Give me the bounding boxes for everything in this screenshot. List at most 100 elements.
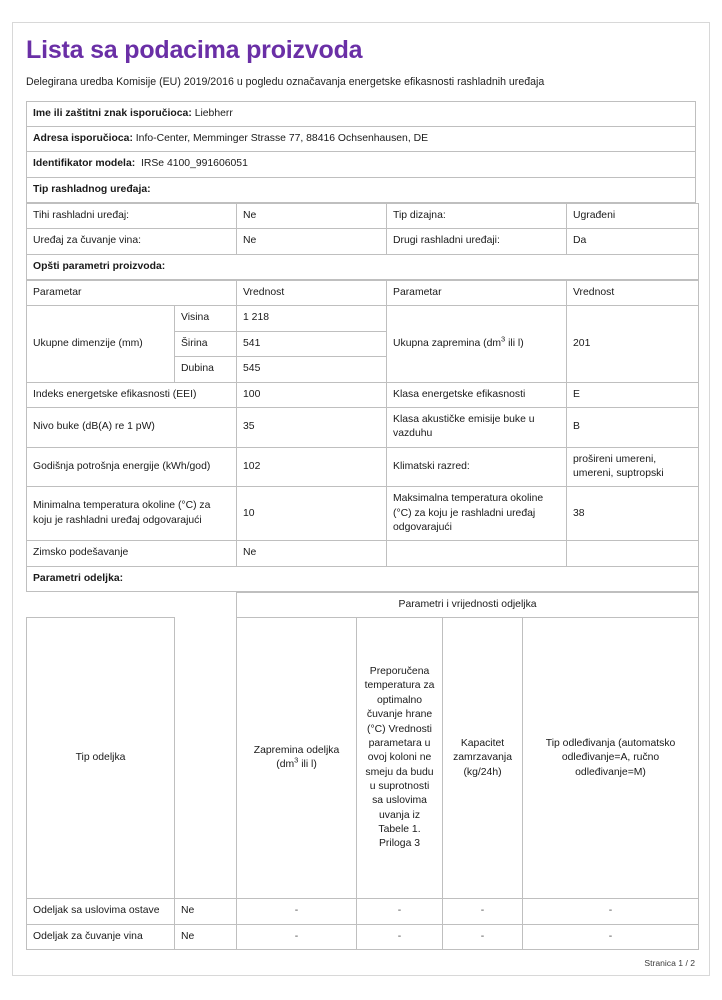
table-row: Odeljak sa uslovima ostave Ne - - - -: [26, 898, 700, 925]
appliance-type-table: Tihi rashladni uređaj: Ne Tip dizajna: U…: [26, 202, 699, 281]
winter-setting-value: Ne: [236, 540, 388, 567]
max-ambient-temp-value: 38: [566, 486, 700, 542]
design-type-value: Ugrađeni: [566, 202, 699, 230]
climate-class-label: Klimatski razred:: [386, 446, 568, 488]
compartment-group-empty: [26, 592, 238, 618]
compartment-type-wine: Odeljak za čuvanje vina: [26, 923, 175, 951]
climate-class-value: prošireni umereni, umereni, suptropski: [566, 446, 700, 488]
noise-class-value: B: [566, 406, 700, 448]
compartment-defrost-type-header: Tip odleđivanja (automatsko odleđivanje=…: [522, 617, 700, 900]
table-row-address: Adresa isporučioca: Info-Center, Memming…: [26, 125, 696, 153]
compartment-temperature-header: Preporučena temperatura za optimalno čuv…: [356, 617, 444, 900]
compartment-freezing-capacity-header: Kapacitet zamrzavanja (kg/24h): [442, 617, 524, 900]
other-appliance-label: Drugi rashladni uređaji:: [386, 228, 567, 255]
annual-energy-label: Godišnja potrošnja energije (kWh/god): [25, 446, 238, 488]
compartment-volume-header-post: ili l): [298, 759, 317, 771]
other-appliance-value: Da: [566, 228, 699, 255]
section-header-appliance-type: Tip rashladnog uređaja:: [26, 176, 696, 203]
header-value-1: Vrednost: [236, 280, 388, 307]
winter-setting-empty-1: [386, 540, 568, 567]
total-volume-value: 201: [566, 305, 700, 383]
page-footer: Stranica 1 / 2: [644, 958, 695, 968]
annual-energy-value: 102: [236, 446, 388, 488]
max-ambient-temp-label: Maksimalna temperatura okoline (°C) za k…: [386, 486, 568, 542]
general-parameters-table: Parametar Vrednost Parametar Vrednost Uk…: [25, 280, 700, 593]
compartment-present-pantry: Ne: [173, 898, 238, 925]
wine-storage-value: Ne: [236, 228, 387, 255]
noise-level-label: Nivo buke (dB(A) re 1 pW): [25, 406, 238, 448]
compartment-freezing-capacity-wine: -: [442, 923, 524, 951]
model-identifier-value: IRSe 4100_991606051: [140, 158, 248, 170]
low-noise-label: Tihi rashladni uređaj:: [26, 202, 237, 230]
document-subtitle: Delegirana uredba Komisije (EU) 2019/201…: [26, 76, 545, 89]
product-fiche-page: Lista sa podacima proizvoda Delegirana u…: [12, 22, 710, 976]
eei-value: 100: [236, 381, 388, 408]
compartment-present-header: [174, 617, 238, 899]
compartment-temperature-pantry: -: [356, 898, 444, 925]
dimension-name-depth: Dubina: [173, 356, 238, 383]
table-row-ambient-temperature: Minimalna temperatura okoline (°C) za ko…: [25, 486, 700, 542]
model-identifier-label: Identifikator modela:: [33, 158, 136, 170]
section-title-general-parameters: Opšti parametri proizvoda:: [26, 253, 699, 281]
table-row-dimensions-depth: Dubina 545: [27, 356, 699, 383]
compartment-volume-wine: -: [236, 923, 358, 951]
table-header-row-group: Parametri i vrijednosti odjeljka: [26, 592, 700, 619]
table-row: Uređaj za čuvanje vina: Ne Drugi rashlad…: [26, 228, 699, 255]
table-row-eei: Indeks energetske efikasnosti (EEI) 100 …: [25, 381, 700, 408]
supplier-trademark-value: Liebherr: [194, 107, 233, 119]
compartment-defrost-type-wine: -: [522, 923, 700, 951]
min-ambient-temp-value: 10: [236, 486, 388, 542]
noise-level-value: 35: [236, 406, 388, 448]
compartment-volume-header-sup: 3: [294, 755, 299, 765]
page-content: Lista sa podacima proizvoda Delegirana u…: [13, 23, 709, 951]
total-volume-label-post: ili l): [505, 337, 524, 349]
section-title-appliance-type: Tip rashladnog uređaja:: [26, 176, 696, 203]
header-parameter-2: Parametar: [386, 280, 568, 307]
winter-setting-label: Zimsko podešavanje: [25, 540, 238, 567]
compartment-type-pantry: Odeljak sa uslovima ostave: [26, 898, 175, 925]
compartment-defrost-type-pantry: -: [522, 898, 700, 925]
low-noise-value: Ne: [236, 202, 387, 230]
dimension-name-height: Visina: [173, 305, 238, 332]
table-row-noise: Nivo buke (dB(A) re 1 pW) 35 Klasa akust…: [25, 406, 700, 448]
dimension-value-width: 541: [236, 330, 388, 358]
table-row-dimensions-width: Širina 541: [27, 330, 699, 358]
energy-class-label: Klasa energetske efikasnosti: [386, 381, 568, 408]
design-type-label: Tip dizajna:: [386, 202, 567, 230]
supplier-trademark-label: Ime ili zaštitni znak isporučioca:: [33, 107, 192, 119]
min-ambient-temp-label: Minimalna temperatura okoline (°C) za ko…: [25, 486, 238, 542]
compartment-parameters-table: Parametri i vrijednosti odjeljka Tip ode…: [26, 592, 700, 951]
compartment-freezing-capacity-pantry: -: [442, 898, 524, 925]
section-header-compartment-parameters: Parametri odeljka:: [25, 565, 700, 593]
supplier-trademark-cell: Ime ili zaštitni znak isporučioca: Liebh…: [26, 100, 696, 127]
compartment-volume-header-pre: Zapremina odeljka (dm: [253, 745, 340, 771]
compartment-temperature-wine: -: [356, 923, 444, 951]
model-identifier-cell: Identifikator modela: IRSe 4100_99160605…: [26, 151, 696, 178]
dimension-name-width: Širina: [173, 330, 238, 358]
compartment-volume-pantry: -: [236, 898, 358, 925]
noise-class-label: Klasa akustičke emisije buke u vazduhu: [386, 406, 568, 448]
supplier-identity-table: Ime ili zaštitni znak isporučioca: Liebh…: [26, 100, 696, 203]
supplier-address-cell: Adresa isporučioca: Info-Center, Memming…: [26, 125, 696, 153]
wine-storage-label: Uređaj za čuvanje vina:: [26, 228, 237, 255]
compartment-present-wine: Ne: [173, 923, 238, 951]
supplier-address-value: Info-Center, Memminger Strasse 77, 88416…: [135, 132, 429, 144]
total-volume-label-pre: Ukupna zapremina (dm: [393, 337, 502, 349]
table-row-winter-setting: Zimsko podešavanje Ne: [25, 540, 700, 567]
section-title-compartment-parameters: Parametri odeljka:: [25, 565, 700, 593]
dimension-value-height: 1 218: [236, 305, 388, 332]
section-header-general-parameters: Opšti parametri proizvoda:: [26, 253, 699, 281]
eei-label: Indeks energetske efikasnosti (EEI): [25, 381, 238, 408]
table-row: Tihi rashladni uređaj: Ne Tip dizajna: U…: [26, 202, 699, 230]
table-row: Odeljak za čuvanje vina Ne - - - -: [26, 923, 700, 951]
supplier-address-label: Adresa isporučioca:: [33, 132, 133, 144]
header-parameter-1: Parametar: [25, 280, 238, 307]
table-row-dimensions-height: Ukupne dimenzije (mm) Visina 1 218 Ukupn…: [26, 305, 700, 383]
page-title: Lista sa podacima proizvoda: [26, 36, 363, 64]
table-row-model: Identifikator modela: IRSe 4100_99160605…: [26, 151, 696, 178]
header-value-2: Vrednost: [566, 280, 700, 307]
compartment-type-header: Tip odeljka: [26, 617, 175, 900]
dimension-value-depth: 545: [236, 356, 388, 383]
table-row-trademark: Ime ili zaštitni znak isporučioca: Liebh…: [26, 100, 696, 127]
total-volume-label-sup: 3: [501, 334, 506, 344]
